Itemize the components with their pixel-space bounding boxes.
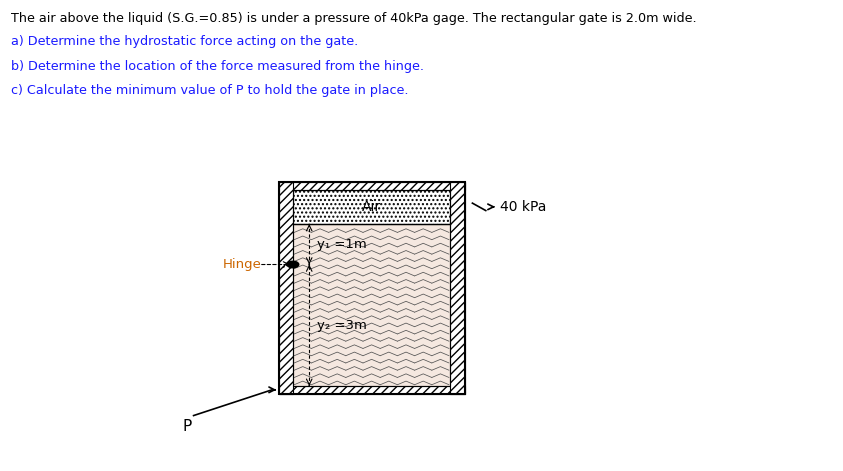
Text: y₂ =3m: y₂ =3m bbox=[317, 319, 367, 332]
Text: b) Determine the location of the force measured from the hinge.: b) Determine the location of the force m… bbox=[11, 60, 424, 73]
Bar bbox=[450, 182, 464, 394]
Bar bbox=[278, 182, 464, 190]
Text: Hinge: Hinge bbox=[223, 258, 262, 271]
Bar bbox=[293, 190, 450, 224]
Bar bbox=[293, 224, 450, 386]
Text: 40 kPa: 40 kPa bbox=[500, 200, 546, 214]
Text: Air: Air bbox=[362, 200, 381, 214]
Bar bbox=[278, 182, 464, 394]
Text: y₁ =1m: y₁ =1m bbox=[317, 238, 367, 251]
Bar bbox=[293, 190, 450, 224]
Text: c) Calculate the minimum value of P to hold the gate in place.: c) Calculate the minimum value of P to h… bbox=[11, 84, 409, 97]
Circle shape bbox=[287, 261, 298, 268]
Bar bbox=[293, 190, 450, 386]
Text: The air above the liquid (S.G.=0.85) is under a pressure of 40kPa gage. The rect: The air above the liquid (S.G.=0.85) is … bbox=[11, 12, 696, 25]
Bar bbox=[278, 182, 293, 394]
Text: a) Determine the hydrostatic force acting on the gate.: a) Determine the hydrostatic force actin… bbox=[11, 35, 358, 49]
Text: P: P bbox=[182, 419, 191, 434]
Bar bbox=[278, 386, 464, 394]
